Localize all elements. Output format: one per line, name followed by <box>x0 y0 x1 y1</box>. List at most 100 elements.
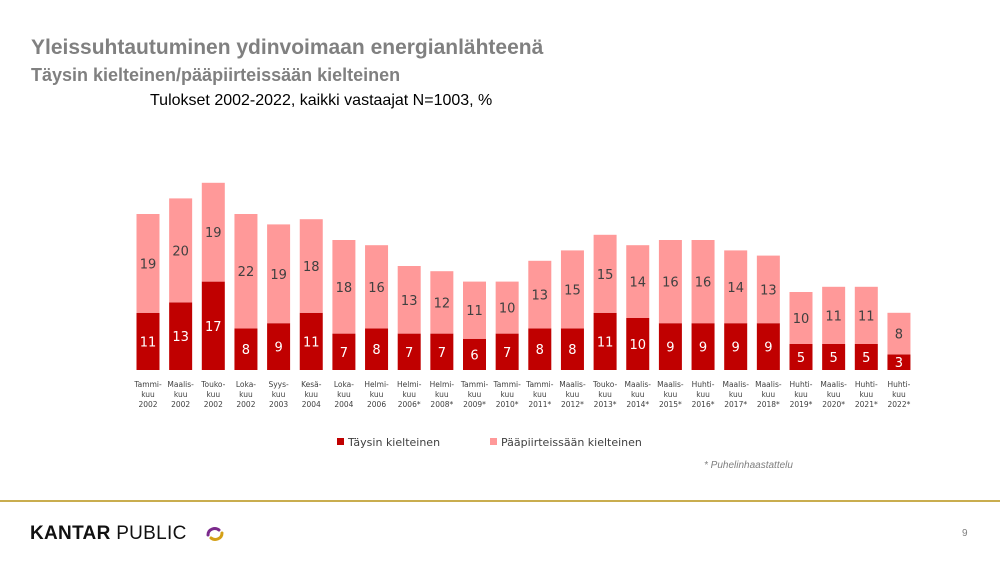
x-tick-label: kuu <box>631 390 645 399</box>
x-tick-label: kuu <box>402 390 416 399</box>
x-tick-label: 2010* <box>496 400 519 409</box>
footnote: * Puhelinhaastattelu <box>704 460 793 471</box>
brand-rest: PUBLIC <box>110 523 187 544</box>
page-title: Yleissuhtautuminen ydinvoimaan energianl… <box>31 36 544 59</box>
x-tick-label: Touko- <box>592 380 617 389</box>
data-label-taysin: 7 <box>405 346 413 361</box>
x-tick-label: 2017* <box>724 400 747 409</box>
data-label-paapiirteissaan: 8 <box>895 328 903 343</box>
bar-segment-taysin <box>430 333 454 370</box>
bar-segment-taysin <box>463 338 486 370</box>
x-tick-label: Maalis- <box>657 380 684 389</box>
x-tick-label: Maalis- <box>755 380 782 389</box>
bar-segment-paapiirteissaan <box>626 245 650 318</box>
x-tick-label: 2021* <box>855 400 878 409</box>
bar-segment-taysin <box>593 312 617 370</box>
data-label-taysin: 5 <box>797 351 805 366</box>
brand-logo-text: KANTAR PUBLIC <box>30 523 187 545</box>
data-label-taysin: 8 <box>372 343 380 358</box>
data-label-paapiirteissaan: 22 <box>238 265 255 280</box>
x-tick-label: 2006* <box>398 400 421 409</box>
bar-segment-paapiirteissaan <box>169 198 193 303</box>
data-label-taysin: 5 <box>862 351 870 366</box>
data-label-taysin: 9 <box>274 341 282 356</box>
data-label-taysin: 10 <box>629 338 646 353</box>
bar-segment-paapiirteissaan <box>789 292 813 344</box>
x-tick-label: 2002 <box>204 400 223 409</box>
bar-segment-taysin <box>724 323 748 370</box>
data-label-paapiirteissaan: 19 <box>270 268 287 283</box>
data-label-taysin: 9 <box>666 341 674 356</box>
data-label-paapiirteissaan: 16 <box>695 276 712 291</box>
x-tick-label: kuu <box>272 390 286 399</box>
x-tick-label: kuu <box>696 390 710 399</box>
data-label-taysin: 5 <box>830 351 838 366</box>
x-tick-label: 2008* <box>430 400 453 409</box>
x-tick-label: Tammi- <box>525 380 554 389</box>
data-label-taysin: 8 <box>242 343 250 358</box>
x-tick-label: kuu <box>435 390 449 399</box>
x-tick-label: 2009* <box>463 400 486 409</box>
bar-segment-taysin <box>626 318 650 370</box>
data-label-paapiirteissaan: 10 <box>793 312 810 327</box>
x-tick-label: Huhti- <box>790 380 813 389</box>
bar-segment-paapiirteissaan <box>267 224 291 324</box>
x-tick-label: kuu <box>762 390 776 399</box>
bar-segment-paapiirteissaan <box>756 255 780 324</box>
bar-segment-taysin <box>299 312 323 370</box>
bar-segment-paapiirteissaan <box>887 312 911 355</box>
bar-segment-paapiirteissaan <box>854 286 878 344</box>
data-label-paapiirteissaan: 16 <box>662 276 679 291</box>
legend-label: Pääpiirteissään kielteinen <box>501 436 642 449</box>
bar-segment-taysin <box>528 328 552 370</box>
x-tick-label: 2013* <box>594 400 617 409</box>
x-tick-label: Tammi- <box>460 380 489 389</box>
bar-segment-taysin <box>169 302 193 370</box>
bar-segment-taysin <box>822 344 846 370</box>
bar-segment-paapiirteissaan <box>658 240 682 324</box>
x-tick-label: kuu <box>304 390 318 399</box>
chart-caption: Tulokset 2002-2022, kaikki vastaajat N=1… <box>150 92 493 109</box>
x-tick-label: Kesä- <box>301 380 322 389</box>
data-label-paapiirteissaan: 13 <box>401 294 418 309</box>
stacked-bar-chart: 1119Tammi-kuu20021320Maalis-kuu20021719T… <box>133 182 911 449</box>
data-label-taysin: 7 <box>438 346 446 361</box>
x-tick-label: 2002 <box>236 400 255 409</box>
x-tick-label: Huhti- <box>855 380 878 389</box>
bar-segment-paapiirteissaan <box>463 281 486 339</box>
x-tick-label: 2012* <box>561 400 584 409</box>
x-tick-label: Maalis- <box>820 380 847 389</box>
data-label-paapiirteissaan: 18 <box>336 281 353 296</box>
x-tick-label: Tammi- <box>492 380 521 389</box>
data-label-taysin: 9 <box>732 341 740 356</box>
bar-segment-taysin <box>136 312 160 370</box>
bar-segment-taysin <box>854 344 878 370</box>
x-tick-label: 2004 <box>302 400 321 409</box>
bar-segment-paapiirteissaan <box>299 219 323 313</box>
bar-segment-paapiirteissaan <box>560 250 584 329</box>
x-tick-label: kuu <box>859 390 873 399</box>
x-tick-label: kuu <box>566 390 580 399</box>
x-tick-label: kuu <box>794 390 808 399</box>
x-tick-label: kuu <box>827 390 841 399</box>
x-tick-label: kuu <box>174 390 188 399</box>
bar-segment-taysin <box>201 281 225 370</box>
data-label-paapiirteissaan: 18 <box>303 260 320 275</box>
x-tick-label: Helmi- <box>430 380 455 389</box>
data-label-taysin: 13 <box>172 330 189 345</box>
data-label-paapiirteissaan: 11 <box>466 304 483 319</box>
x-tick-label: kuu <box>729 390 743 399</box>
bar-segment-paapiirteissaan <box>691 240 715 324</box>
brand-bold: KANTAR <box>30 523 111 544</box>
bar-segment-paapiirteissaan <box>430 271 454 334</box>
bar-segment-taysin <box>495 333 519 370</box>
bar-segment-taysin <box>332 333 356 370</box>
x-tick-label: kuu <box>337 390 351 399</box>
bar-segment-taysin <box>234 328 258 370</box>
x-tick-label: 2015* <box>659 400 682 409</box>
data-label-taysin: 8 <box>568 343 576 358</box>
x-tick-label: 2006 <box>367 400 386 409</box>
x-tick-label: Maalis- <box>722 380 749 389</box>
x-tick-label: Touko- <box>200 380 225 389</box>
data-label-taysin: 11 <box>140 335 157 350</box>
